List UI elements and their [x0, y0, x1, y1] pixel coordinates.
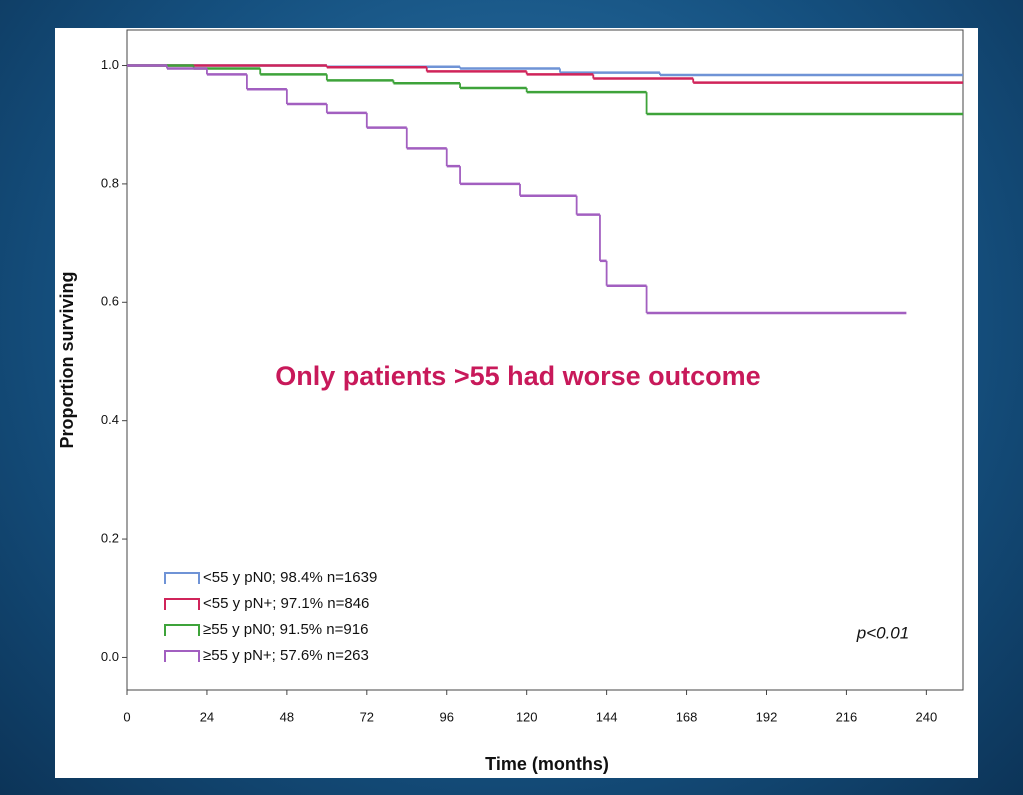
x-tick-label: 96	[440, 709, 454, 724]
y-tick-label: 0.8	[101, 175, 119, 190]
y-tick-label: 0.2	[101, 530, 119, 545]
legend-label: ≥55 y pN+; 57.6% n=263	[203, 647, 369, 664]
y-axis-label: Proportion surviving	[57, 271, 77, 448]
annotation: p<0.01	[856, 623, 909, 642]
chart-title: Only patients >55 had worse outcome	[275, 361, 760, 391]
y-tick-label: 0.4	[101, 412, 119, 427]
x-tick-label: 24	[200, 709, 214, 724]
x-tick-label: 144	[596, 709, 618, 724]
x-tick-label: 120	[516, 709, 538, 724]
legend-label: <55 y pN+; 97.1% n=846	[203, 595, 369, 612]
legend-marker	[164, 572, 200, 584]
legend-label: ≥55 y pN0; 91.5% n=916	[203, 621, 368, 638]
legend-marker	[164, 650, 200, 662]
x-tick-label: 240	[916, 709, 938, 724]
x-tick-label: 216	[836, 709, 858, 724]
y-tick-label: 1.0	[101, 57, 119, 72]
x-tick-label: 72	[360, 709, 374, 724]
x-tick-label: 48	[280, 709, 294, 724]
y-tick-label: 0.6	[101, 294, 119, 309]
x-tick-label: 0	[123, 709, 130, 724]
legend-marker	[164, 624, 200, 636]
legend-marker	[164, 598, 200, 610]
x-tick-label: 192	[756, 709, 778, 724]
x-tick-label: 168	[676, 709, 698, 724]
legend-label: <55 y pN0; 98.4% n=1639	[203, 569, 377, 586]
plot-frame	[126, 29, 964, 691]
x-axis-label: Time (months)	[485, 754, 609, 774]
y-tick-label: 0.0	[101, 649, 119, 664]
panel	[55, 28, 978, 778]
